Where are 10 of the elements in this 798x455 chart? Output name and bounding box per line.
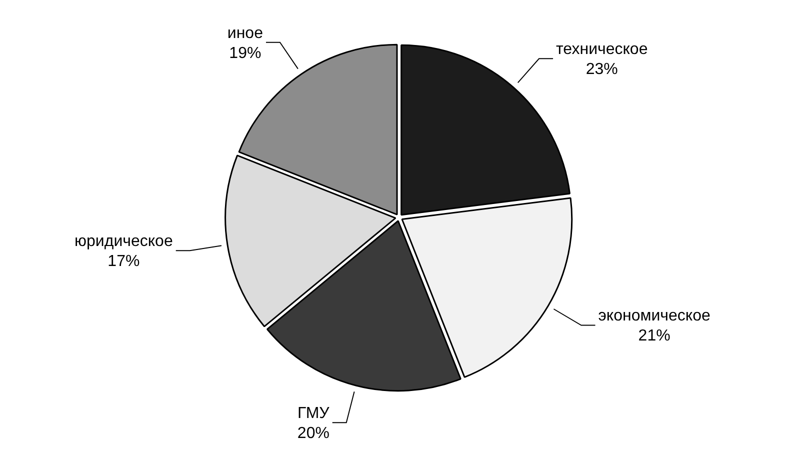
slice-label: техническое	[556, 41, 648, 58]
data-label: 20%	[297, 425, 330, 442]
data-label: 23%	[586, 61, 618, 78]
slice-label: иное	[227, 24, 264, 42]
slice-label: экономическое	[598, 308, 710, 325]
data-label: 19%	[229, 44, 262, 62]
slice-label: ГМУ	[298, 405, 330, 422]
data-label: 21%	[638, 328, 670, 345]
slice-label: юридическое	[74, 233, 173, 250]
data-label: 17%	[108, 253, 140, 270]
